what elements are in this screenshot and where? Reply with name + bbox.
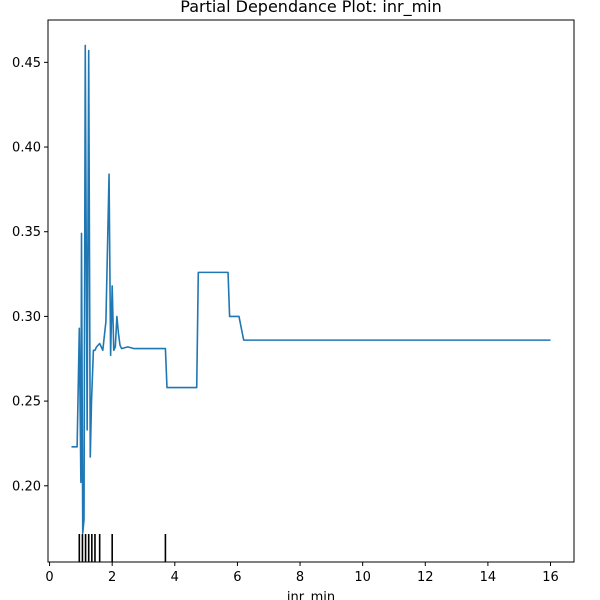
- x-tick-label-8: 16: [542, 570, 559, 585]
- y-tick-label-5: 0.45: [12, 56, 41, 71]
- y-tick-label-0: 0.20: [12, 479, 41, 494]
- series-line-0: [71, 44, 551, 535]
- x-tick-label-4: 8: [296, 570, 304, 585]
- x-tick-label-7: 14: [480, 570, 497, 585]
- plot-frame: [47, 19, 575, 563]
- x-axis-label: inr_min: [287, 590, 335, 600]
- y-tick-label-3: 0.35: [12, 225, 41, 240]
- x-tick-label-2: 4: [171, 570, 179, 585]
- y-tick-label-2: 0.30: [12, 310, 41, 325]
- y-tick-label-4: 0.40: [12, 141, 41, 156]
- x-tick-label-0: 0: [45, 570, 53, 585]
- y-tick-label-1: 0.25: [12, 395, 41, 410]
- x-tick-label-5: 10: [354, 570, 371, 585]
- x-tick-label-6: 12: [417, 570, 434, 585]
- x-tick-label-1: 2: [108, 570, 116, 585]
- chart-marks: [71, 44, 551, 562]
- chart-title: Partial Dependance Plot: inr_min: [180, 0, 441, 17]
- x-axis-ticks: 0 2 4 6 8 10 12 14 16: [45, 562, 559, 585]
- y-axis-ticks: 0.20 0.25 0.30 0.35 0.40 0.45: [12, 56, 48, 494]
- x-tick-label-3: 6: [233, 570, 241, 585]
